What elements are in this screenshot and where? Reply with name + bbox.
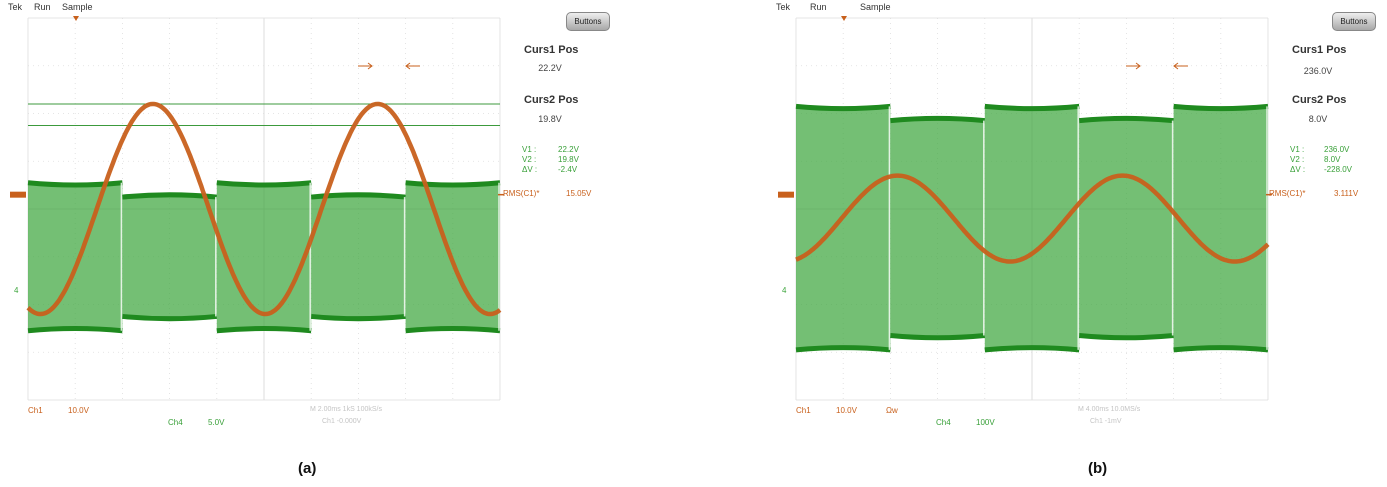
trigger-readout: Ch1 -0.000V: [322, 418, 362, 425]
timebase-readout: M 2.00ms 1kS 100kS/s: [310, 406, 382, 413]
tek-label: Tek: [8, 2, 23, 12]
ch1-scale: 10.0V: [68, 406, 89, 415]
panel-caption: (a): [298, 460, 317, 477]
scope-screen-a: 4: [10, 16, 504, 401]
ch4-label: Ch4: [936, 418, 951, 427]
rms-value: 3.111V: [1334, 189, 1359, 198]
rms-label: RMS(C1)*: [1269, 189, 1306, 198]
rms-value: 15.05V: [566, 189, 592, 198]
ch4-scale: 100V: [976, 418, 995, 427]
svg-text:4: 4: [782, 286, 787, 295]
run-label: Run: [34, 2, 51, 12]
buttons-button[interactable]: Buttons: [1332, 12, 1376, 31]
scope-panel-b: 4 Tek Run Sample Buttons Curs1 Pos 236.0…: [768, 0, 1387, 477]
v1-value: 236.0V: [1324, 145, 1350, 154]
ch1-label: Ch1: [796, 406, 811, 415]
curs2-pos-label: Curs2 Pos: [524, 94, 579, 106]
run-label: Run: [810, 2, 827, 12]
ch1-scale: 10.0V: [836, 406, 857, 415]
trigger-readout: Ch1 -1mV: [1090, 418, 1122, 425]
bandwidth-flag: Ωw: [886, 406, 898, 415]
curs2-pos-label: Curs2 Pos: [1292, 94, 1347, 106]
curs2-pos-value: 8.0V: [1308, 114, 1328, 124]
scope-screen-b: 4: [778, 16, 1272, 401]
v2-value: 8.0V: [1324, 155, 1341, 164]
v1-label: V1 :: [522, 145, 537, 154]
scope-panel-a: 4 Tek Run Sample Buttons Curs1 Pos 22.2V…: [0, 0, 620, 477]
sample-label: Sample: [62, 2, 93, 12]
dv-label: ΔV :: [1290, 165, 1306, 174]
v1-label: V1 :: [1290, 145, 1305, 154]
tek-label: Tek: [776, 2, 791, 12]
ch4-label: Ch4: [168, 418, 183, 427]
v2-label: V2 :: [522, 155, 537, 164]
sample-label: Sample: [860, 2, 891, 12]
dv-value: -2.4V: [558, 165, 578, 174]
timebase-readout: M 4.00ms 10.0MS/s: [1078, 406, 1141, 413]
ch1-label: Ch1: [28, 406, 43, 415]
panel-caption: (b): [1088, 460, 1108, 477]
dv-label: ΔV :: [522, 165, 538, 174]
rms-label: RMS(C1)*: [503, 189, 540, 198]
curs1-pos-label: Curs1 Pos: [524, 44, 579, 56]
ch4-scale: 5.0V: [208, 418, 225, 427]
v1-value: 22.2V: [558, 145, 579, 154]
curs1-pos-label: Curs1 Pos: [1292, 44, 1347, 56]
buttons-button[interactable]: Buttons: [566, 12, 610, 31]
dv-value: -228.0V: [1324, 165, 1353, 174]
curs2-pos-value: 19.8V: [538, 114, 562, 124]
curs1-pos-value: 22.2V: [538, 63, 562, 73]
v2-value: 19.8V: [558, 155, 579, 164]
svg-text:4: 4: [14, 286, 19, 295]
v2-label: V2 :: [1290, 155, 1305, 164]
curs1-pos-value: 236.0V: [1303, 66, 1333, 76]
